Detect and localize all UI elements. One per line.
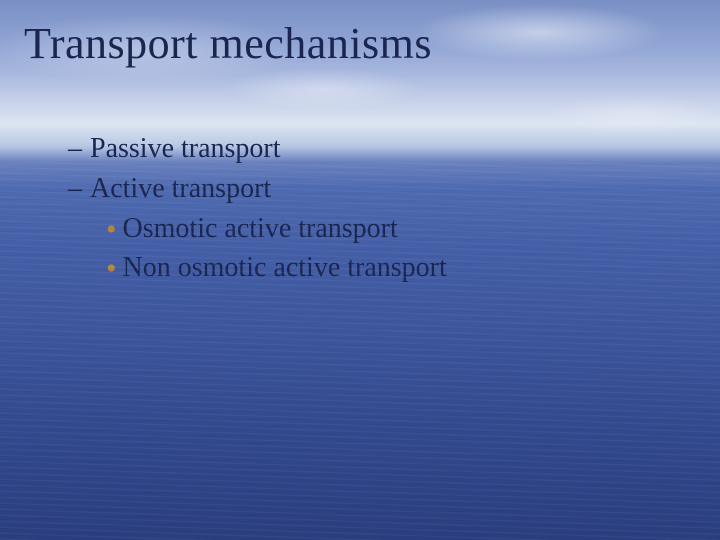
item-text: Passive transport — [90, 133, 281, 164]
slide: Transport mechanisms –Passive transport … — [0, 0, 720, 540]
list-item: •Osmotic active transport — [106, 210, 447, 248]
item-text: Active transport — [90, 173, 271, 204]
list-item: •Non osmotic active transport — [106, 249, 447, 287]
list-item: –Passive transport — [68, 130, 447, 168]
item-text: Non osmotic active transport — [123, 252, 447, 283]
slide-body: –Passive transport –Active transport •Os… — [68, 130, 447, 289]
dot-bullet-icon: • — [106, 254, 117, 284]
item-text: Osmotic active transport — [123, 213, 398, 244]
dot-bullet-icon: • — [106, 215, 117, 245]
slide-title: Transport mechanisms — [24, 18, 432, 69]
list-item: –Active transport — [68, 170, 447, 208]
dash-bullet-icon: – — [68, 170, 90, 208]
dash-bullet-icon: – — [68, 130, 90, 168]
